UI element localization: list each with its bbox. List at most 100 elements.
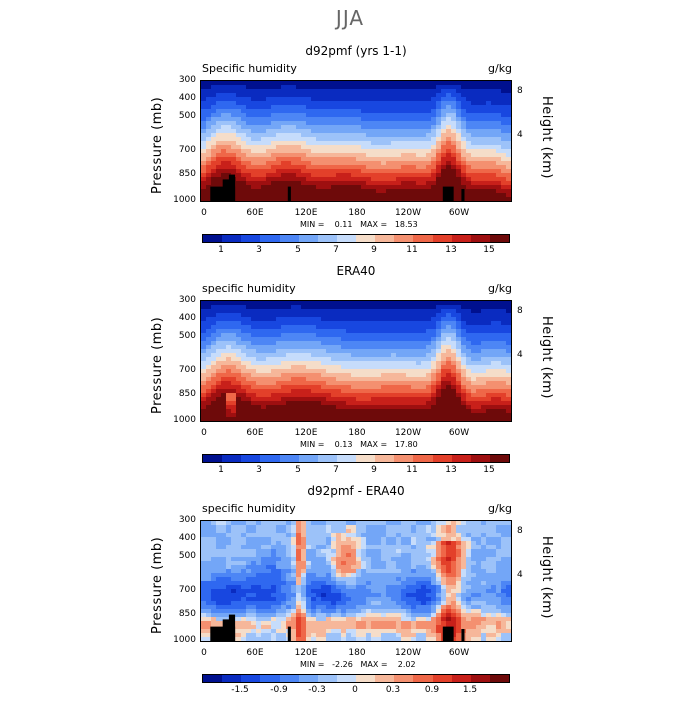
field-cell bbox=[501, 197, 507, 201]
field-cell bbox=[296, 129, 302, 134]
field-cell bbox=[261, 413, 267, 418]
field-cell bbox=[441, 373, 447, 378]
field-cell bbox=[326, 133, 332, 138]
field-cell bbox=[436, 121, 442, 126]
field-cell bbox=[471, 149, 477, 154]
field-cell bbox=[326, 325, 332, 330]
field-cell bbox=[241, 365, 247, 370]
field-cell bbox=[286, 393, 292, 398]
field-cell bbox=[341, 305, 347, 310]
field-cell bbox=[461, 417, 467, 421]
field-cell bbox=[301, 401, 307, 406]
field-cell bbox=[411, 349, 417, 354]
field-cell bbox=[331, 81, 337, 86]
field-cell bbox=[246, 341, 252, 346]
field-cell bbox=[481, 565, 487, 570]
field-cell bbox=[216, 353, 222, 358]
field-cell bbox=[251, 549, 257, 554]
field-cell bbox=[436, 181, 442, 186]
field-cell bbox=[211, 157, 217, 162]
field-cell bbox=[491, 153, 497, 158]
field-cell bbox=[476, 181, 482, 186]
field-cell bbox=[431, 409, 437, 414]
field-cell bbox=[391, 393, 397, 398]
field-cell bbox=[381, 381, 387, 386]
field-cell bbox=[456, 169, 462, 174]
field-cell bbox=[231, 565, 237, 570]
field-cell bbox=[416, 413, 422, 418]
field-cell bbox=[266, 529, 272, 534]
field-cell bbox=[466, 329, 472, 334]
field-cell bbox=[391, 133, 397, 138]
field-cell bbox=[501, 81, 507, 86]
field-cell bbox=[251, 557, 257, 562]
field-cell bbox=[226, 309, 232, 314]
field-cell bbox=[341, 529, 347, 534]
field-cell bbox=[306, 197, 312, 201]
field-cell bbox=[316, 329, 322, 334]
field-cell bbox=[316, 557, 322, 562]
field-cell bbox=[256, 161, 262, 166]
field-cell bbox=[401, 357, 407, 362]
field-cell bbox=[286, 561, 292, 566]
field-cell bbox=[206, 109, 212, 114]
field-cell bbox=[436, 193, 442, 198]
field-cell bbox=[451, 401, 457, 406]
field-cell bbox=[266, 125, 272, 130]
field-cell bbox=[461, 557, 467, 562]
field-cell bbox=[501, 93, 507, 98]
field-cell bbox=[401, 193, 407, 198]
field-cell bbox=[231, 557, 237, 562]
field-cell bbox=[456, 313, 462, 318]
chart-title: ERA40 bbox=[336, 264, 376, 278]
field-cell bbox=[486, 165, 492, 170]
field-cell bbox=[351, 353, 357, 358]
field-cell bbox=[466, 393, 472, 398]
field-cell bbox=[461, 385, 467, 390]
field-cell bbox=[396, 557, 402, 562]
field-cell bbox=[261, 101, 267, 106]
field-cell bbox=[471, 405, 477, 410]
field-cell bbox=[386, 109, 392, 114]
field-cell bbox=[451, 173, 457, 178]
field-cell bbox=[291, 573, 297, 578]
page-title: JJA bbox=[335, 6, 365, 30]
field-cell bbox=[321, 137, 327, 142]
field-cell bbox=[341, 141, 347, 146]
field-cell bbox=[231, 341, 237, 346]
field-cell bbox=[266, 361, 272, 366]
field-cell bbox=[381, 317, 387, 322]
field-cell bbox=[206, 329, 212, 334]
field-cell bbox=[201, 569, 207, 574]
field-cell bbox=[216, 589, 222, 594]
field-cell bbox=[381, 593, 387, 598]
field-cell bbox=[256, 145, 262, 150]
field-cell bbox=[256, 565, 262, 570]
field-cell bbox=[241, 153, 247, 158]
field-cell bbox=[506, 177, 511, 182]
field-cell bbox=[501, 177, 507, 182]
field-cell bbox=[251, 137, 257, 142]
field-cell bbox=[336, 181, 342, 186]
field-cell bbox=[216, 361, 222, 366]
field-cell bbox=[211, 529, 217, 534]
field-cell bbox=[351, 173, 357, 178]
field-cell bbox=[501, 137, 507, 142]
field-cell bbox=[336, 381, 342, 386]
field-cell bbox=[241, 521, 247, 526]
field-cell bbox=[306, 325, 312, 330]
field-cell bbox=[286, 317, 292, 322]
field-cell bbox=[286, 137, 292, 142]
field-cell bbox=[426, 125, 432, 130]
field-cell bbox=[466, 101, 472, 106]
field-cell bbox=[286, 173, 292, 178]
field-cell bbox=[441, 313, 447, 318]
field-cell bbox=[501, 193, 507, 198]
field-cell bbox=[451, 353, 457, 358]
field-cell bbox=[211, 385, 217, 390]
field-cell bbox=[281, 189, 287, 194]
field-cell bbox=[431, 181, 437, 186]
field-cell bbox=[391, 141, 397, 146]
field-cell bbox=[336, 537, 342, 542]
field-cell bbox=[376, 193, 382, 198]
